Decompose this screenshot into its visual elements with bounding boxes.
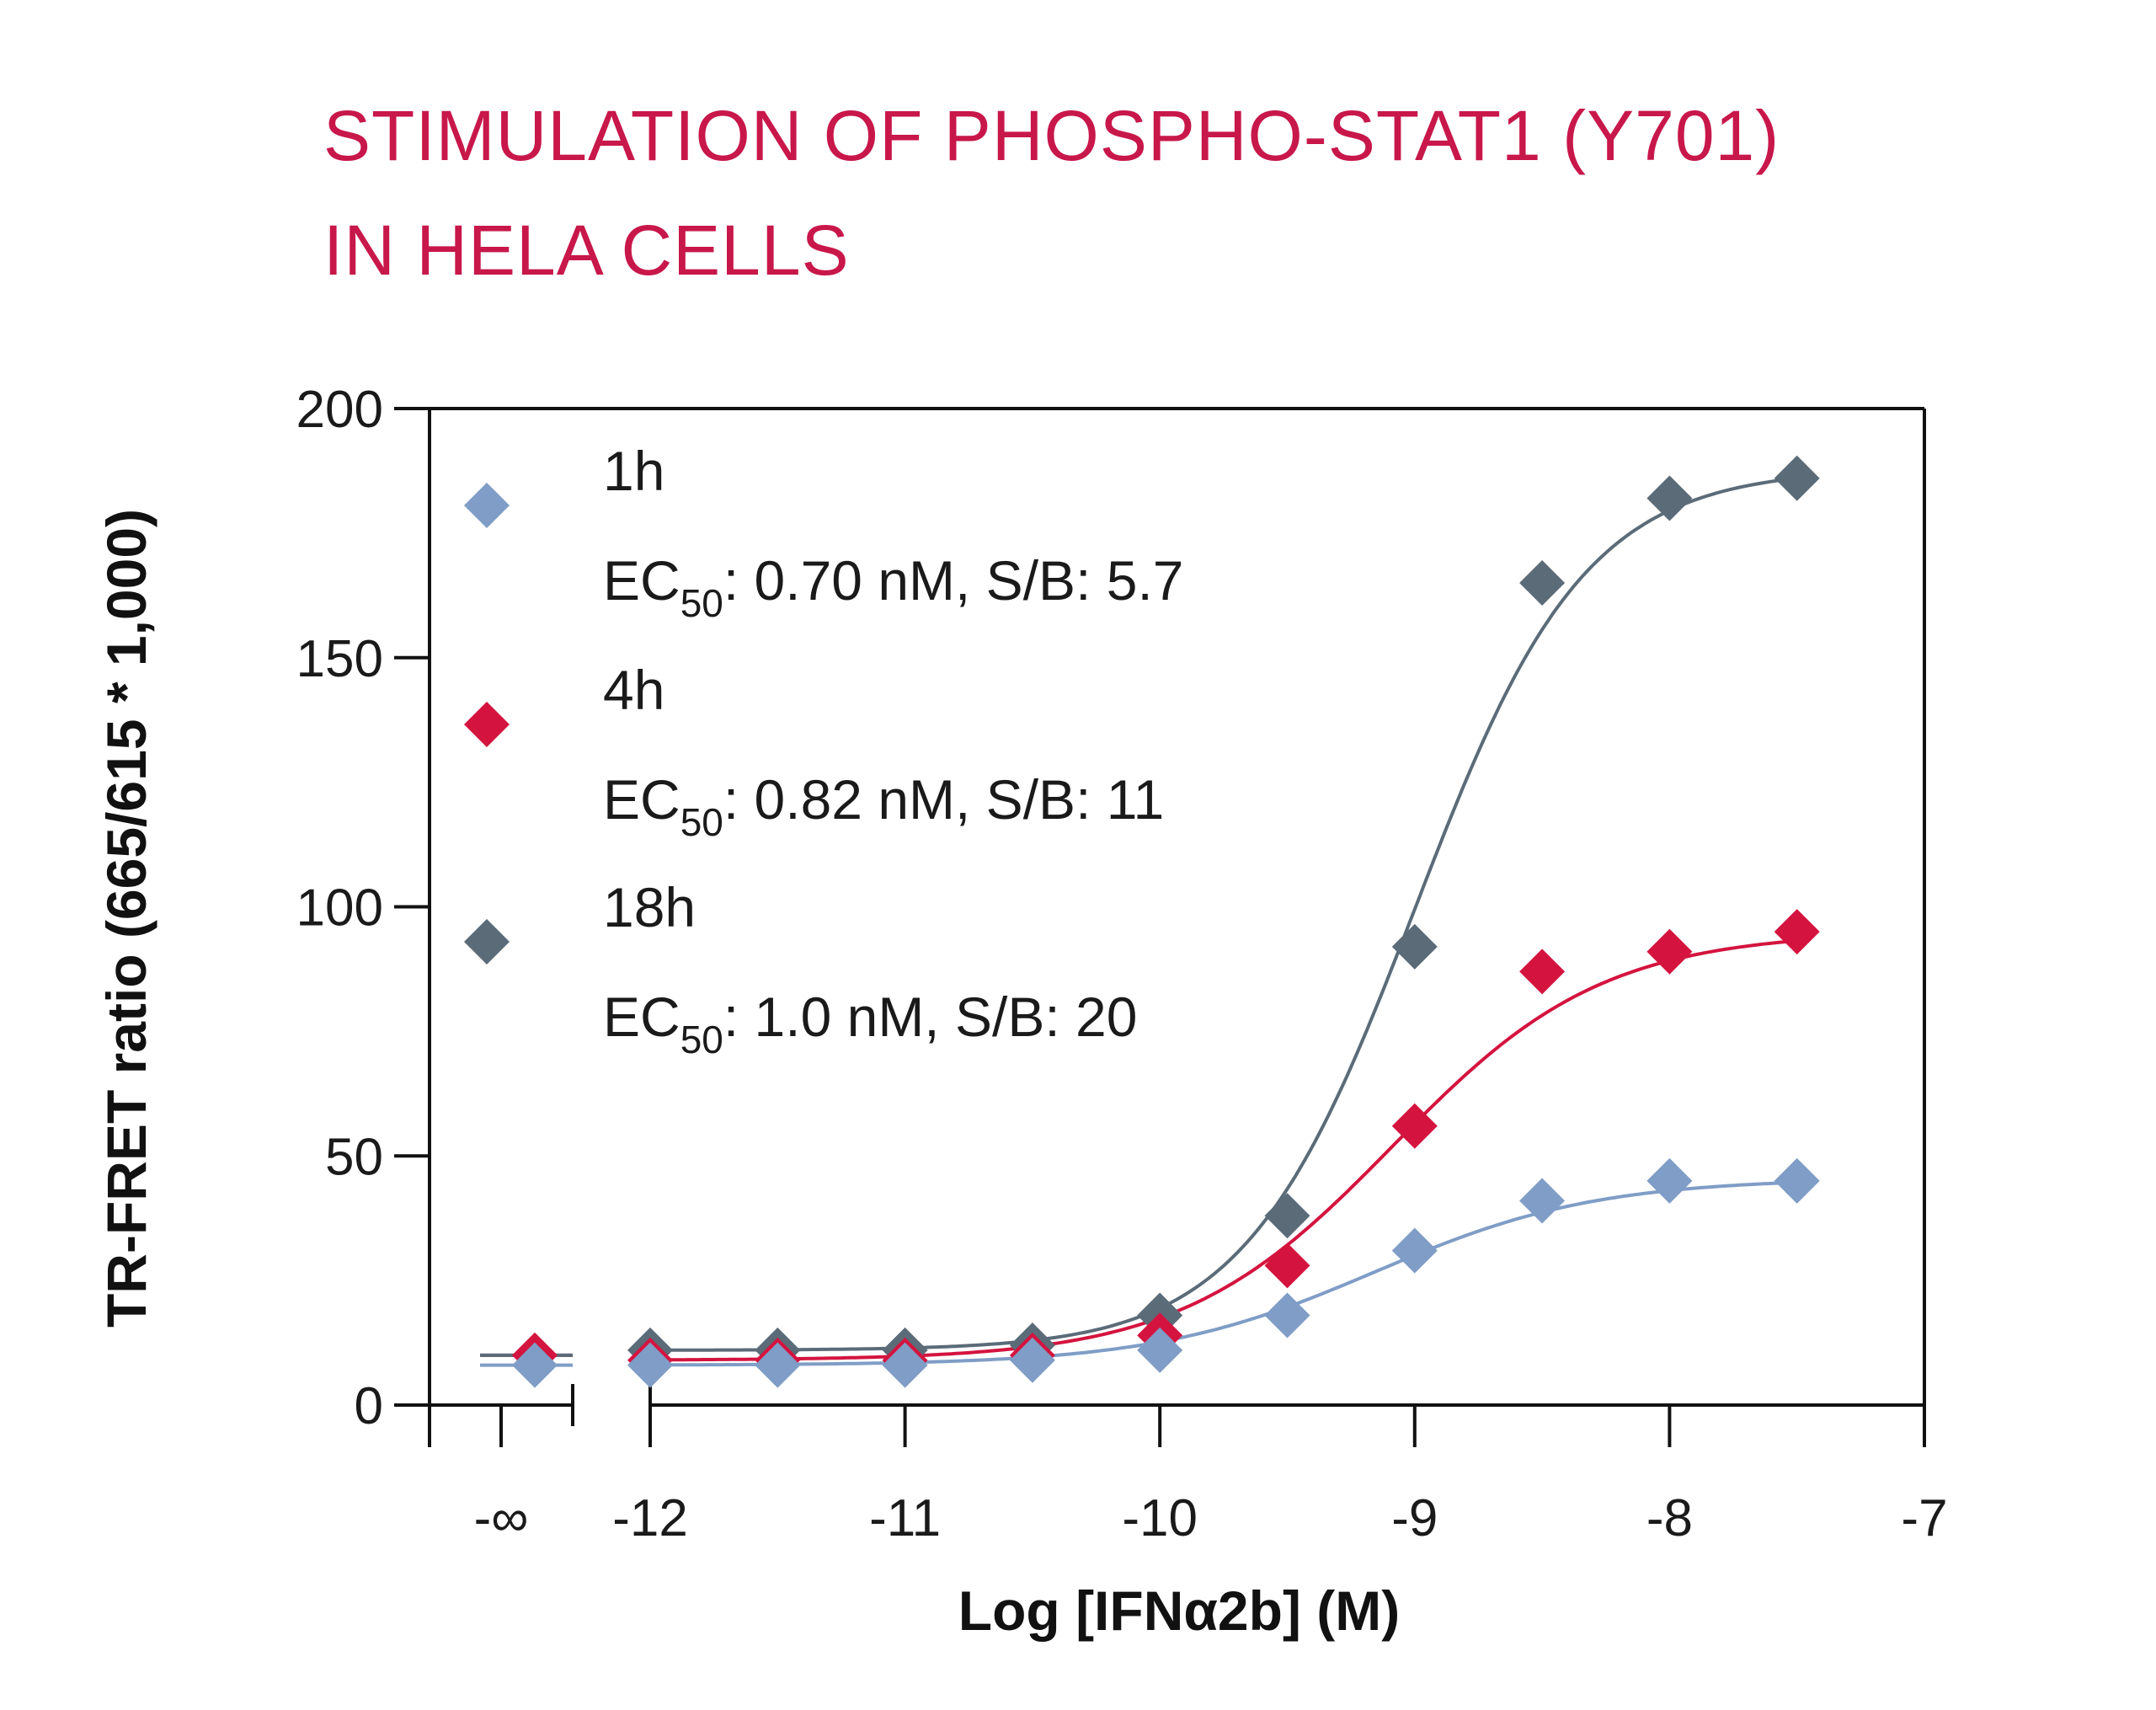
x-tick-label: -8 bbox=[1646, 1489, 1693, 1547]
y-tick-label: 100 bbox=[296, 879, 383, 938]
data-point-1h bbox=[1519, 1178, 1566, 1224]
data-point-18h bbox=[1264, 1193, 1310, 1239]
y-tick-label: 200 bbox=[296, 381, 383, 439]
data-point-1h-baseline bbox=[512, 1342, 558, 1388]
x-tick-label: -10 bbox=[1122, 1489, 1198, 1547]
y-axis-title: TR-FRET ratio (665/615 * 1,000) bbox=[95, 509, 157, 1328]
data-point-4h bbox=[1519, 949, 1566, 995]
x-tick-label: -12 bbox=[612, 1489, 688, 1547]
data-point-1h bbox=[755, 1342, 801, 1388]
fit-curve-1h bbox=[649, 1180, 1797, 1367]
legend-marker-18h bbox=[464, 919, 510, 965]
x-axis-ticks: -12 -11 -10 -9 -8 -7 -∞ bbox=[474, 1405, 1948, 1547]
data-point-1h bbox=[1646, 1157, 1693, 1204]
chart-title-line-1: STIMULATION OF PHOSPHO-STAT1 (Y701) bbox=[323, 96, 1780, 175]
legend-label-4h: 4h bbox=[603, 659, 664, 721]
data-point-4h bbox=[1264, 1242, 1310, 1289]
data-point-1h bbox=[1774, 1157, 1820, 1204]
data-point-4h bbox=[1391, 1103, 1438, 1149]
data-point-18h bbox=[1519, 560, 1566, 607]
x-axis-title: Log [IFNα2b] (M) bbox=[958, 1579, 1400, 1642]
chart-title-line-2: IN HELA CELLS bbox=[323, 211, 850, 290]
data-point-1h bbox=[627, 1342, 673, 1388]
y-tick-label: 0 bbox=[355, 1377, 383, 1435]
x-tick-label: -11 bbox=[869, 1489, 941, 1547]
data-point-1h bbox=[1391, 1227, 1438, 1274]
x-tick-label-neg-infinity: -∞ bbox=[474, 1489, 529, 1547]
fit-curve-18h bbox=[650, 476, 1797, 1352]
legend-ec50-1h: EC50: 0.70 nM, S/B: 5.7 bbox=[603, 549, 1184, 625]
y-tick-label: 50 bbox=[325, 1128, 383, 1186]
y-tick-label: 150 bbox=[296, 630, 383, 688]
data-point-1h bbox=[1264, 1292, 1310, 1339]
legend-label-18h: 18h bbox=[603, 876, 696, 938]
fit-curve-4h bbox=[650, 938, 1797, 1362]
legend-ec50-18h: EC50: 1.0 nM, S/B: 20 bbox=[603, 986, 1137, 1061]
legend-ec50-4h: EC50: 0.82 nM, S/B: 11 bbox=[603, 768, 1164, 844]
legend-label-1h: 1h bbox=[603, 440, 664, 502]
data-point-1h bbox=[1009, 1337, 1055, 1383]
y-axis-ticks: 0 50 100 150 200 bbox=[296, 381, 430, 1435]
data-point-18h bbox=[1391, 923, 1438, 970]
legend-marker-1h bbox=[464, 483, 510, 528]
data-point-1h bbox=[1137, 1327, 1183, 1373]
data-point-18h bbox=[1774, 455, 1820, 501]
legend: 1h EC50: 0.70 nM, S/B: 5.7 4h EC50: 0.82 nM… bbox=[464, 440, 1184, 1061]
data-point-4h bbox=[1774, 909, 1820, 955]
data-point-1h bbox=[882, 1342, 928, 1388]
data-points bbox=[512, 455, 1820, 1388]
data-point-18h bbox=[1646, 475, 1693, 521]
chart-title: STIMULATION OF PHOSPHO-STAT1 (Y701) IN H… bbox=[323, 96, 1780, 290]
legend-marker-4h bbox=[464, 702, 510, 747]
x-tick-label: -9 bbox=[1391, 1489, 1438, 1547]
x-tick-label: -7 bbox=[1901, 1489, 1947, 1547]
data-point-4h bbox=[1646, 928, 1693, 975]
